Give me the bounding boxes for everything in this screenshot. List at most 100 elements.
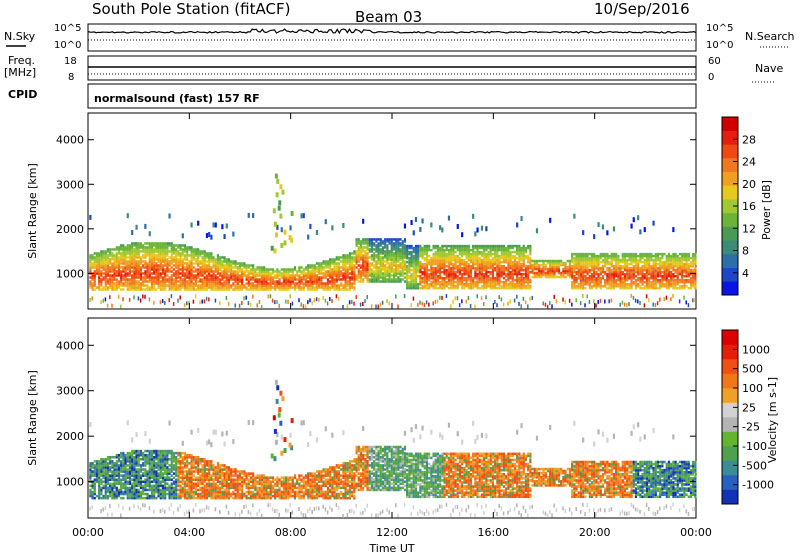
power-cell [164,268,167,271]
velocity-cell [111,490,114,494]
power-cell [419,250,422,254]
power-cell [645,282,649,286]
power-cell [681,278,684,282]
power-cell [544,267,547,271]
power-cell [447,278,451,282]
power-cell [665,276,668,280]
power-cell [478,286,481,290]
power-cell [91,278,94,281]
power-cell [254,278,257,281]
velocity-cell [93,466,96,469]
power-cell [527,264,530,268]
power-cell [590,274,594,278]
colorbar-swatch [722,267,738,282]
power-cell [168,286,171,289]
power-cell [232,231,235,237]
power-cell [289,286,292,289]
power-cell [113,262,116,265]
power-cell [509,284,512,288]
power-cell [362,260,365,263]
power-cell [353,286,356,289]
power-cell [375,260,378,263]
power-cell [256,282,259,285]
power-cell [452,280,455,284]
power-cell [522,268,525,272]
power-cell [373,254,376,257]
power-cell [452,266,455,270]
power-cell [190,288,193,291]
power-cell [674,278,677,282]
power-cell [516,250,519,254]
power-cell [641,276,644,280]
power-cell [98,288,101,291]
power-cell [153,288,156,291]
power-cell [687,268,690,272]
power-cell [584,256,587,260]
power-cell [491,266,495,270]
velocity-cell [106,482,110,486]
power-cell [674,258,677,262]
power-cell [458,272,462,276]
power-cell [610,262,613,266]
power-cell [447,270,451,274]
power-cell [582,280,585,284]
power-cell [381,240,385,243]
power-cell [168,270,171,273]
power-cell [465,282,468,286]
power-cell [113,270,116,273]
power-cell [120,274,123,277]
velocity-cell [91,484,94,488]
power-cell [661,252,664,256]
power-cell [384,270,387,273]
power-cell [487,244,490,248]
power-cell [128,246,132,249]
power-cell [120,272,123,275]
power-cell [414,278,418,282]
power-cell [179,278,182,281]
velocity-cell [117,455,121,459]
power-cell [676,272,679,276]
power-cell [238,268,242,271]
power-cell [122,252,125,255]
power-cell [109,258,112,261]
power-cell [203,256,206,259]
velocity-cell [109,484,112,488]
power-cell [203,250,206,253]
power-cell [527,280,530,284]
power-cell [359,246,363,249]
power-cell [177,244,180,247]
power-cell [520,272,523,276]
power-cell [225,260,228,263]
power-cell [359,302,362,307]
power-cell [170,276,173,279]
power-cell [155,250,158,253]
power-cell [509,280,512,284]
power-cell [432,286,435,290]
power-cell [111,274,114,277]
power-cell [604,282,607,286]
power-cell [560,259,563,263]
power-cell [507,270,510,274]
power-cell [406,270,409,274]
power-cell [148,254,151,257]
power-cell [375,254,378,257]
power-cell [639,256,642,260]
power-cell [285,278,288,281]
power-cell [436,260,440,264]
power-cell [474,270,477,274]
power-cell [238,274,242,277]
power-cell [309,266,312,269]
power-cell [663,274,666,278]
velocity-cell [98,468,101,471]
power-cell [463,284,466,288]
power-cell [637,268,640,272]
power-cell [194,252,198,255]
power-cell [615,260,618,264]
power-cell [656,270,660,274]
power-cell [126,280,129,283]
power-cell [654,254,657,258]
power-cell [117,246,121,249]
velocity-cell [117,480,121,484]
power-cell [388,280,391,283]
power-cell [172,268,176,271]
